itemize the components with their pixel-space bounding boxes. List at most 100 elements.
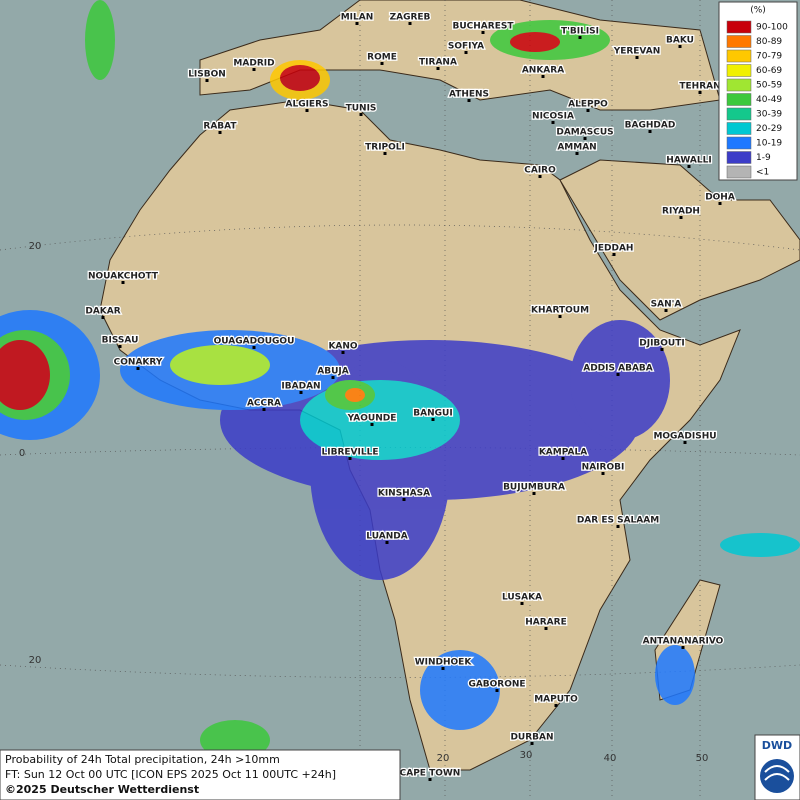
footer-line2: FT: Sun 12 Oct 00 UTC [ICON EPS 2025 Oct…	[5, 768, 336, 781]
city-label: T'BILISI	[561, 27, 599, 37]
city-dot	[481, 31, 485, 34]
grid-label: 20	[437, 753, 450, 764]
city-label: YAOUNDE	[347, 414, 397, 424]
city-label: IBADAN	[281, 382, 320, 392]
city-label: DURBAN	[510, 733, 553, 743]
city-label: MOGADISHU	[653, 432, 716, 442]
city-dot	[612, 253, 616, 256]
city-label: DJIBOUTI	[639, 339, 684, 349]
city-dot	[558, 315, 562, 318]
legend: (%) 90-100 80-89 70-79 60-69 50-59 40-49 30-39…	[718, 1, 798, 181]
city-label: DAMASCUS	[556, 128, 613, 138]
legend-swatch	[726, 151, 752, 164]
city-label: NICOSIA	[532, 112, 574, 122]
city-label: TRIPOLI	[365, 143, 405, 153]
city-dot	[616, 373, 620, 376]
city-dot	[218, 131, 222, 134]
grid-label: 0	[19, 448, 25, 459]
city-label: ABUJA	[317, 367, 348, 377]
legend-swatch	[726, 35, 752, 48]
city-label: JEDDAH	[594, 244, 634, 254]
city-label: SAN'A	[651, 300, 682, 310]
legend-label: 80-89	[756, 37, 782, 47]
legend-swatch	[726, 20, 752, 34]
city-dot	[698, 91, 702, 94]
city-dot	[575, 152, 579, 155]
city-label: TUNIS	[346, 104, 377, 114]
city-dot	[583, 137, 587, 140]
legend-label: 50-59	[756, 81, 782, 91]
logo-text: DWD	[762, 739, 792, 752]
city-label: ZAGREB	[390, 13, 431, 23]
city-dot	[331, 376, 335, 379]
city-label: CAIRO	[524, 166, 556, 176]
legend-swatch	[726, 93, 752, 106]
city-label: OUAGADOUGOU	[214, 337, 295, 347]
city-label: BANGUI	[413, 409, 452, 419]
city-label: LUSAKA	[502, 593, 542, 603]
city-label: ACCRA	[247, 399, 281, 409]
city-label: BAKU	[666, 36, 694, 46]
city-label: ALGIERS	[286, 100, 329, 110]
city-dot	[554, 704, 558, 707]
city-dot	[687, 165, 691, 168]
city-label: TIRANA	[419, 58, 457, 68]
city-labels: MILAN ZAGREB BUCHAREST T'BILISI BAKU SOFIYA YE…	[84, 11, 736, 781]
city-label: CAPE TOWN	[400, 769, 461, 779]
city-dot	[683, 441, 687, 444]
city-dot	[355, 22, 359, 25]
city-dot	[402, 498, 406, 501]
grid-label: 20	[29, 241, 42, 252]
city-dot	[205, 79, 209, 82]
city-dot	[679, 216, 683, 219]
legend-swatch	[726, 49, 752, 63]
logo-waves	[764, 765, 790, 781]
city-label: LIBREVILLE	[322, 448, 379, 458]
legend-rows: 90-100 80-89 70-79 60-69 50-59 40-49 30-39 20-2…	[726, 20, 788, 179]
city-dot	[380, 62, 384, 65]
legend-swatch	[726, 64, 752, 77]
grid-label: 30	[520, 750, 533, 761]
city-dot	[530, 742, 534, 745]
city-dot	[541, 75, 545, 78]
city-dot	[101, 316, 105, 319]
city-dot	[586, 109, 590, 112]
legend-swatch	[726, 165, 752, 179]
city-label: KANO	[328, 342, 357, 352]
city-dot	[551, 121, 555, 124]
legend-label: 90-100	[756, 23, 788, 33]
city-label: ANTANANARIVO	[643, 637, 724, 647]
grid-label: 20	[29, 655, 42, 666]
legend-swatch	[726, 78, 752, 92]
arabia	[559, 159, 800, 321]
city-label: DOHA	[705, 193, 735, 203]
city-label: CONAKRY	[114, 358, 163, 368]
city-dot	[544, 627, 548, 630]
city-dot	[681, 646, 685, 649]
city-dot	[678, 45, 682, 48]
city-dot	[436, 67, 440, 70]
city-label: NAIROBI	[582, 463, 625, 473]
city-label: KINSHASA	[378, 489, 430, 499]
city-dot	[660, 348, 664, 351]
city-dot	[578, 36, 582, 39]
legend-label: 60-69	[756, 66, 782, 76]
city-dot	[495, 689, 499, 692]
footer-box	[0, 749, 401, 800]
city-dot	[464, 51, 468, 54]
city-dot	[532, 492, 536, 495]
city-dot	[348, 457, 352, 460]
city-dot	[601, 472, 605, 475]
city-label: ADDIS ABABA	[583, 364, 653, 374]
city-label: MADRID	[233, 59, 274, 69]
legend-title: (%)	[750, 6, 766, 16]
city-dot	[467, 99, 471, 102]
legend-label: 30-39	[756, 110, 782, 120]
city-label: ATHENS	[449, 90, 489, 100]
city-dot	[441, 667, 445, 670]
city-dot	[341, 351, 345, 354]
city-dot	[252, 346, 256, 349]
city-label: ROME	[367, 53, 397, 63]
city-dot	[252, 68, 256, 71]
legend-label: 40-49	[756, 95, 782, 105]
